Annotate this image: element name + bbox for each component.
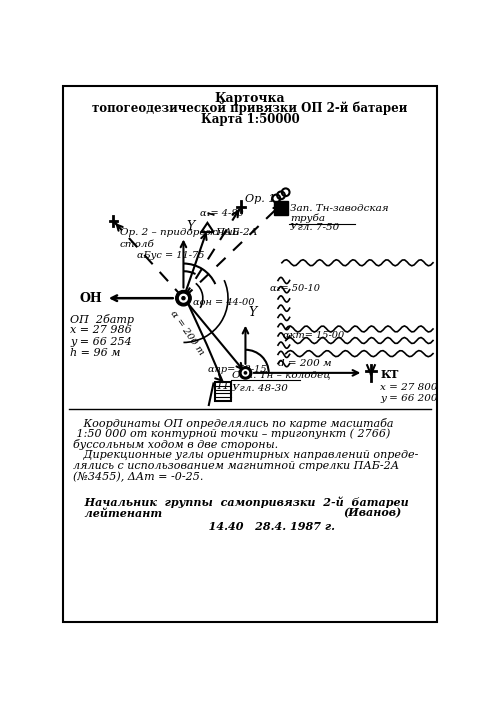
Text: x = 27 800: x = 27 800 <box>380 383 438 392</box>
Text: труба: труба <box>290 214 325 223</box>
Text: Угл. 7-50: Угл. 7-50 <box>290 223 340 232</box>
Text: топогеодезической привязки ОП 2-й батареи: топогеодезической привязки ОП 2-й батаре… <box>92 102 408 116</box>
Text: Т1: Т1 <box>215 381 230 390</box>
Text: КТ: КТ <box>380 369 399 380</box>
Circle shape <box>243 370 248 376</box>
Text: (Иванов): (Иванов) <box>344 508 402 519</box>
Circle shape <box>239 367 252 379</box>
Circle shape <box>180 294 187 302</box>
Text: α = 200 т: α = 200 т <box>168 309 205 357</box>
Circle shape <box>176 290 191 306</box>
Text: Осн. Тн – колодец: Осн. Тн – колодец <box>232 369 330 379</box>
Text: столб: столб <box>120 240 155 249</box>
Text: Начальник  группы  самопривязки  2-й  батареи: Начальник группы самопривязки 2-й батаре… <box>73 496 408 508</box>
Text: h = 96 м: h = 96 м <box>70 348 121 358</box>
Text: αкт= 15-00: αкт= 15-00 <box>284 332 345 341</box>
Text: 1:50 000 от контурной точки – тригопункт ( 2766): 1:50 000 от контурной точки – тригопункт… <box>73 428 390 439</box>
Text: Y: Y <box>248 306 257 319</box>
Text: α₁= 4-80: α₁= 4-80 <box>200 209 244 218</box>
Text: α₂= 50-10: α₂= 50-10 <box>270 284 320 293</box>
Text: d = 200 м: d = 200 м <box>278 359 331 368</box>
Text: ОН: ОН <box>80 292 102 305</box>
Text: ПАБ-2А: ПАБ-2А <box>215 229 258 238</box>
Text: Ор. 2 – придорожный: Ор. 2 – придорожный <box>120 228 239 237</box>
Text: αон = 44-00: αон = 44-00 <box>193 297 254 306</box>
Text: Дирекционные углы ориентирных направлений опреде-: Дирекционные углы ориентирных направлени… <box>73 450 418 460</box>
Circle shape <box>244 372 246 374</box>
Text: y = 66 254: y = 66 254 <box>70 336 132 347</box>
Text: x = 27 986: x = 27 986 <box>70 325 132 335</box>
Text: Карточка: Карточка <box>215 92 285 105</box>
Text: Ор. 1: Ор. 1 <box>245 194 275 204</box>
Text: Карта 1:50000: Карта 1:50000 <box>201 113 300 125</box>
Text: Зап. Тн-заводская: Зап. Тн-заводская <box>290 204 389 213</box>
Text: лейтенант: лейтенант <box>73 508 162 519</box>
Text: αпр= 52-15: αпр= 52-15 <box>208 365 267 374</box>
Text: Координаты ОП определялись по карте масштаба: Координаты ОП определялись по карте масш… <box>73 418 393 428</box>
Text: буссольным ходом в две стороны.: буссольным ходом в две стороны. <box>73 439 278 450</box>
Text: 14.40   28.4. 1987 г.: 14.40 28.4. 1987 г. <box>165 521 335 532</box>
Bar <box>215 382 230 401</box>
Text: лялись с использованием магнитной стрелки ПАБ-2А: лялись с использованием магнитной стрелк… <box>73 461 399 470</box>
Text: Y: Y <box>186 219 195 233</box>
Text: αБус = 11-75: αБус = 11-75 <box>137 252 204 260</box>
Bar <box>274 201 288 215</box>
Text: y = 66 200: y = 66 200 <box>380 395 438 404</box>
Text: (№3455), ΔАт = -0-25.: (№3455), ΔАт = -0-25. <box>73 472 203 482</box>
Text: Угл. 48-30: Угл. 48-30 <box>232 383 288 393</box>
Text: ОП  2батр: ОП 2батр <box>70 313 134 325</box>
Circle shape <box>182 297 185 300</box>
